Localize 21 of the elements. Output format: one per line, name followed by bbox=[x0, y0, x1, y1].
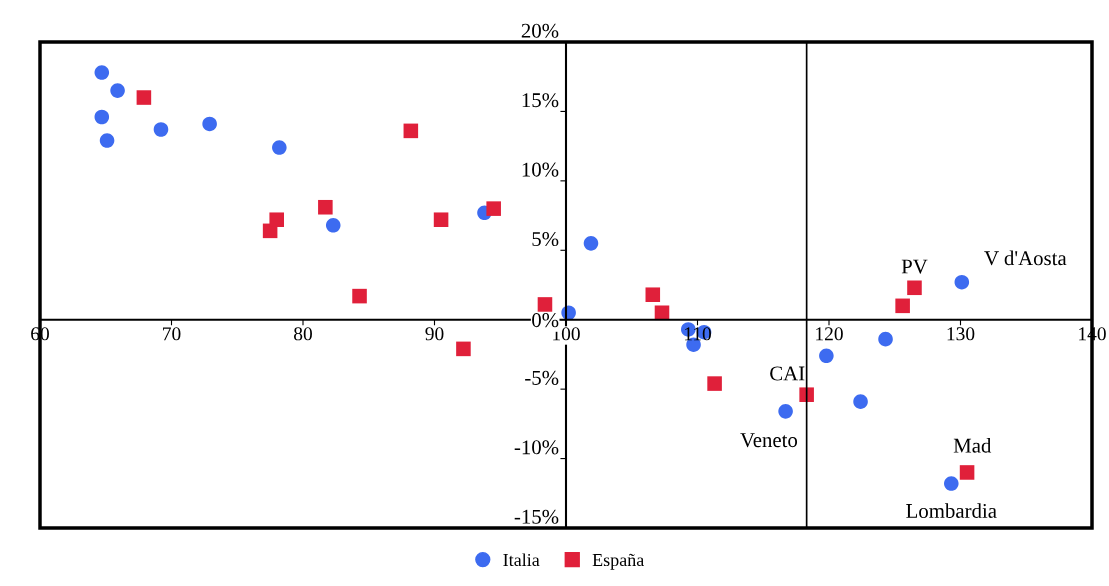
legend-label: Italia bbox=[503, 553, 540, 567]
annotation: CAI bbox=[770, 366, 805, 381]
annotation: V d'Aosta bbox=[984, 250, 1067, 266]
y-tick-label: 5% bbox=[532, 231, 559, 247]
annotation: Lombardia bbox=[906, 503, 997, 518]
y-tick-label: -5% bbox=[525, 370, 559, 385]
legend-label: España bbox=[592, 553, 645, 570]
x-tick-label: 130 bbox=[947, 327, 975, 341]
y-tick-label: 0% bbox=[532, 313, 559, 328]
y-tick-label: 20% bbox=[521, 23, 559, 38]
y-tick-label: -10% bbox=[514, 440, 559, 455]
x-tick-label: 80 bbox=[294, 327, 312, 341]
x-tick-label: 70 bbox=[163, 327, 181, 341]
y-tick-label: 15% bbox=[522, 93, 559, 108]
annotation: Veneto bbox=[740, 433, 798, 448]
y-tick-label: 10% bbox=[522, 162, 559, 177]
y-tick-label: -15% bbox=[514, 509, 559, 524]
x-tick-label: 120 bbox=[816, 327, 843, 341]
annotation: PV bbox=[901, 259, 928, 274]
x-tick-label: 90 bbox=[425, 327, 444, 341]
annotation: Mad bbox=[953, 438, 992, 453]
